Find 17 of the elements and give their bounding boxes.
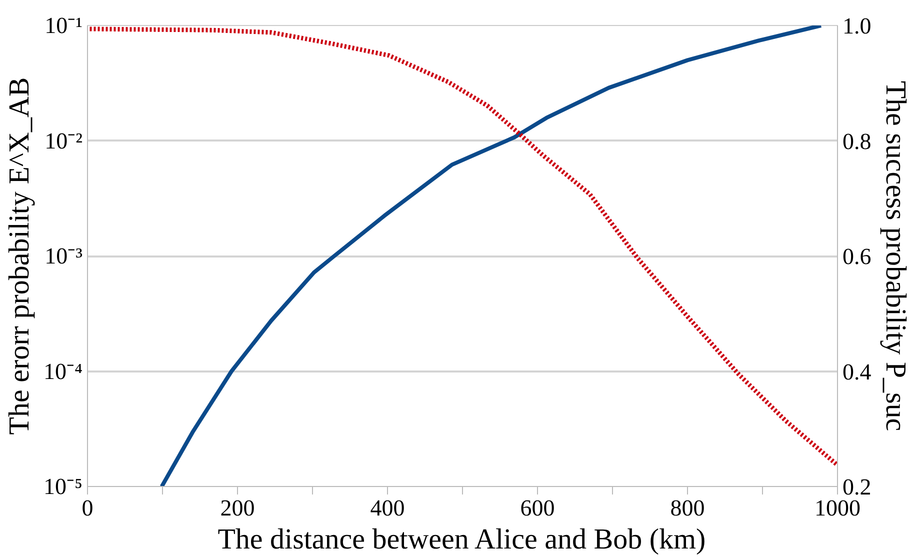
y2-tick-label: 0.4 xyxy=(842,359,872,384)
y-axis-title: The erorr probability E^X_AB xyxy=(3,77,36,435)
y2-tick-label: 0.8 xyxy=(842,128,872,154)
y-tick-label: 10⁻² xyxy=(44,128,83,154)
y2-tick-label: 1.0 xyxy=(842,14,872,38)
x-tick-label: 200 xyxy=(220,496,255,520)
x-tick-label: 0 xyxy=(82,496,94,520)
y-tick-label: 10⁻⁵ xyxy=(43,474,83,499)
x-tick-label: 400 xyxy=(370,496,405,520)
y2-tick-label: 0.6 xyxy=(842,244,872,269)
y-tick-label: 10⁻⁴ xyxy=(43,358,83,384)
x-tick-label: 800 xyxy=(670,496,705,520)
y2-axis-title: The success probability P_suc xyxy=(879,80,912,432)
y-tick-label: 10⁻³ xyxy=(44,244,83,268)
y-tick-label: 10⁻¹ xyxy=(44,13,83,38)
x-tick-label: 600 xyxy=(520,496,555,520)
x-axis-title: The distance between Alice and Bob (km) xyxy=(218,524,706,556)
